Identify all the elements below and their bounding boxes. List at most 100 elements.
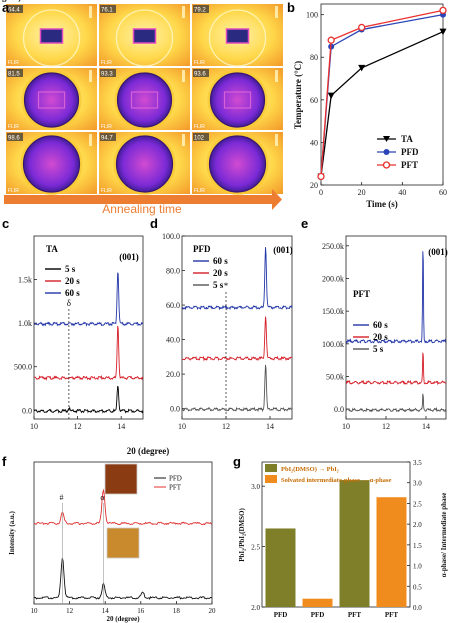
plot-frame bbox=[33, 461, 213, 605]
substrate-ring bbox=[208, 9, 267, 67]
panel-f-xrd-comparison: f 10 12 14 16 18 20 20 (degree) Intensity (a.u.… bbox=[2, 454, 216, 623]
dish-sample bbox=[208, 135, 267, 193]
thermal-image: 81.5 FLIR bbox=[6, 68, 97, 130]
dish-sample bbox=[115, 135, 174, 193]
plot-frame bbox=[181, 235, 293, 420]
bar-solvated-intermediate-phase-phase-pfd bbox=[302, 598, 333, 607]
panel-g-label: g bbox=[233, 454, 241, 469]
legend-swatch-pbi-dmso-pbi bbox=[265, 464, 277, 472]
legend-label-5-s: 5 s bbox=[373, 344, 384, 354]
y-tick-label: 100.0k bbox=[322, 340, 344, 349]
thermal-image: 93.6 FLIR bbox=[192, 68, 283, 130]
right-tick-label: 1.0 bbox=[413, 563, 422, 571]
temperature-readout-bg bbox=[100, 133, 116, 141]
thermal-image: 102 FLIR bbox=[192, 132, 283, 195]
panel-d-label: d bbox=[150, 216, 158, 231]
series-line-pft bbox=[320, 9, 444, 177]
temperature-readout-bg bbox=[193, 133, 209, 141]
right-tick-label: 1.5 bbox=[413, 542, 422, 550]
film-photo-pft bbox=[104, 463, 138, 495]
color-scale-strip bbox=[182, 70, 185, 82]
substrate-ring bbox=[115, 9, 174, 67]
flir-brand-mark: FLIR bbox=[101, 124, 112, 130]
color-scale-strip bbox=[275, 134, 278, 146]
category-label: PFT bbox=[348, 611, 362, 619]
legend-label-60-s: 60 s bbox=[213, 256, 228, 266]
panel-a-thermal-images: 64.4 FLIR 76.1 FLIR 79.2 FLIR 81.5 FLIR 93.3 FLIR… bbox=[0, 0, 283, 216]
temperature-readout: 64.4 bbox=[8, 8, 20, 14]
thermal-image-grid: 64.4 FLIR 76.1 FLIR 79.2 FLIR 81.5 FLIR 93.3 FLIR… bbox=[6, 4, 283, 195]
legend-marker bbox=[383, 136, 390, 142]
temperature-readout: 98.6 bbox=[8, 136, 20, 142]
temperature-readout-bg bbox=[7, 133, 23, 141]
film-photo-pfd bbox=[106, 527, 140, 559]
right-tick-label: 3.0 bbox=[413, 480, 422, 488]
right-tick-label: 3.5 bbox=[413, 459, 422, 467]
x-tick-label: 0 bbox=[319, 188, 323, 197]
y-tick-label: 3.0 bbox=[251, 483, 260, 491]
legend-label-20-s: 20 s bbox=[213, 268, 228, 278]
y-axis-title: Intensity (a.u.) bbox=[8, 510, 16, 554]
thermal-image: 64.4 FLIR bbox=[6, 4, 97, 67]
legend-label-ta: TA bbox=[401, 134, 413, 144]
temperature-readout-bg bbox=[7, 69, 23, 77]
legend-label-5-s: 5 s bbox=[65, 264, 76, 274]
y-tick-label: 50.0k bbox=[326, 373, 344, 382]
flir-brand-mark: FLIR bbox=[8, 188, 19, 194]
marker-symbol: α bbox=[100, 493, 105, 502]
panel-f-label: f bbox=[2, 454, 7, 469]
marker-symbol: δ bbox=[67, 298, 71, 308]
data-point-pft bbox=[327, 36, 335, 44]
dish-sample bbox=[116, 72, 173, 128]
color-scale-strip bbox=[275, 70, 278, 82]
temperature-readout: 79.2 bbox=[194, 8, 206, 14]
data-point-ta bbox=[439, 28, 447, 36]
data-point-ta bbox=[327, 92, 335, 100]
x-tick-label: 10 bbox=[30, 422, 38, 431]
y-tick-label: 40.0 bbox=[166, 336, 180, 345]
legend-label-solvated-intermediate-phase-phase: Solvated intermediate-phase → α-phase bbox=[281, 477, 391, 484]
panel-b-label: b bbox=[287, 0, 295, 15]
x-tick-label: 20 bbox=[209, 607, 217, 615]
y-tick-label: 2.5 bbox=[251, 544, 260, 552]
temperature-readout-bg bbox=[100, 69, 116, 77]
sample-square bbox=[225, 28, 250, 44]
temperature-readout-bg bbox=[193, 69, 209, 77]
xrd-trace-pfd bbox=[33, 557, 213, 600]
x-axis-title: 20 (degree) bbox=[106, 615, 140, 623]
flir-brand-mark: FLIR bbox=[8, 124, 19, 130]
y-tick-label: 1.5k bbox=[18, 276, 32, 285]
y-tick-label: 250.0k bbox=[322, 242, 344, 251]
x-tick-label: 20 bbox=[358, 188, 366, 197]
thermal-image: 76.1 FLIR bbox=[99, 4, 190, 67]
y-tick-label: 1.0k bbox=[18, 319, 32, 328]
xrd-trace-60-s bbox=[181, 247, 293, 311]
y-tick-label: 100 bbox=[306, 11, 318, 20]
y-tick-label: 150.0k bbox=[322, 307, 344, 316]
thermal-image: 79.2 FLIR bbox=[192, 4, 283, 67]
y-tick-label: 0.0 bbox=[170, 405, 180, 414]
flir-brand-mark: FLIR bbox=[101, 60, 112, 66]
legend-label-20-s: 20 s bbox=[65, 276, 80, 286]
legend-label-60-s: 60 s bbox=[65, 288, 80, 298]
x-tick-label: 14 bbox=[117, 422, 125, 431]
panel-a-label: a bbox=[2, 0, 10, 15]
right-axis-title: α-phase/ Intermediate phase bbox=[440, 493, 448, 578]
thermal-image: 93.3 FLIR bbox=[99, 68, 190, 130]
color-scale-strip bbox=[275, 6, 278, 18]
legend-swatch-solvated-intermediate-phase-phase bbox=[265, 475, 277, 483]
legend-label-pfd: PFD bbox=[169, 475, 182, 483]
x-tick-label: 14 bbox=[422, 422, 430, 431]
legend-label-20-s: 20 s bbox=[373, 332, 388, 342]
series-line-ta bbox=[320, 31, 444, 177]
sample-square-outline bbox=[223, 91, 252, 109]
thermal-image: 98.6 FLIR bbox=[6, 132, 97, 195]
temperature-readout: 76.1 bbox=[101, 8, 113, 14]
data-point-pft bbox=[317, 172, 325, 181]
data-point-pft bbox=[439, 6, 447, 15]
y-tick-label: 2.0 bbox=[251, 604, 260, 612]
legend-label-pft: PFT bbox=[169, 484, 182, 492]
x-tick-label: 16 bbox=[137, 607, 145, 615]
y-axis-title: Temperature (°C) bbox=[293, 61, 303, 129]
